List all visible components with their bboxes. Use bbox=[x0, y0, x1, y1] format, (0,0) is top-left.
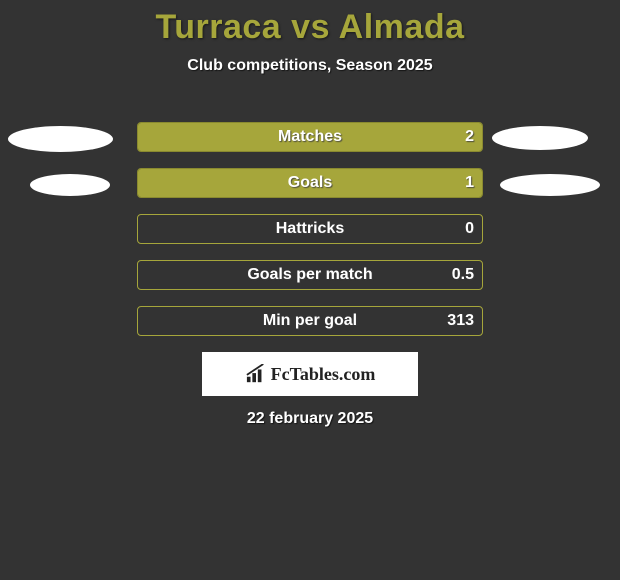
team-a-name: Turraca bbox=[155, 8, 281, 46]
stat-value: 1 bbox=[465, 174, 474, 192]
bar-chart-icon bbox=[245, 364, 267, 384]
stat-value: 313 bbox=[447, 312, 474, 330]
stat-value: 2 bbox=[465, 128, 474, 146]
team-a-marker bbox=[8, 126, 113, 152]
stat-label: Min per goal bbox=[138, 312, 482, 330]
stat-row: Goals1 bbox=[0, 166, 620, 212]
stats-bars: Matches2Goals1Hattricks0Goals per match0… bbox=[0, 120, 620, 350]
stat-row: Matches2 bbox=[0, 120, 620, 166]
stat-value: 0.5 bbox=[452, 266, 474, 284]
team-b-name: Almada bbox=[339, 8, 465, 46]
stat-value: 0 bbox=[465, 220, 474, 238]
stat-label: Hattricks bbox=[138, 220, 482, 238]
vs-separator: vs bbox=[291, 8, 330, 46]
stat-label: Goals bbox=[138, 174, 482, 192]
stat-bar-track: Goals1 bbox=[137, 168, 483, 198]
team-b-marker bbox=[492, 126, 588, 150]
stat-label: Goals per match bbox=[138, 266, 482, 284]
stat-bar-track: Goals per match0.5 bbox=[137, 260, 483, 290]
stat-row: Goals per match0.5 bbox=[0, 258, 620, 304]
team-b-marker bbox=[500, 174, 600, 196]
brand-box[interactable]: FcTables.com bbox=[202, 352, 418, 396]
root: Turraca vs Almada Club competitions, Sea… bbox=[0, 0, 620, 580]
date-label: 22 february 2025 bbox=[0, 410, 620, 428]
page-title: Turraca vs Almada bbox=[0, 0, 620, 47]
stat-row: Hattricks0 bbox=[0, 212, 620, 258]
stat-label: Matches bbox=[138, 128, 482, 146]
stat-row: Min per goal313 bbox=[0, 304, 620, 350]
team-a-marker bbox=[30, 174, 110, 196]
stat-bar-track: Matches2 bbox=[137, 122, 483, 152]
stat-bar-track: Min per goal313 bbox=[137, 306, 483, 336]
stat-bar-track: Hattricks0 bbox=[137, 214, 483, 244]
subtitle: Club competitions, Season 2025 bbox=[0, 57, 620, 75]
brand-text: FcTables.com bbox=[271, 364, 376, 385]
